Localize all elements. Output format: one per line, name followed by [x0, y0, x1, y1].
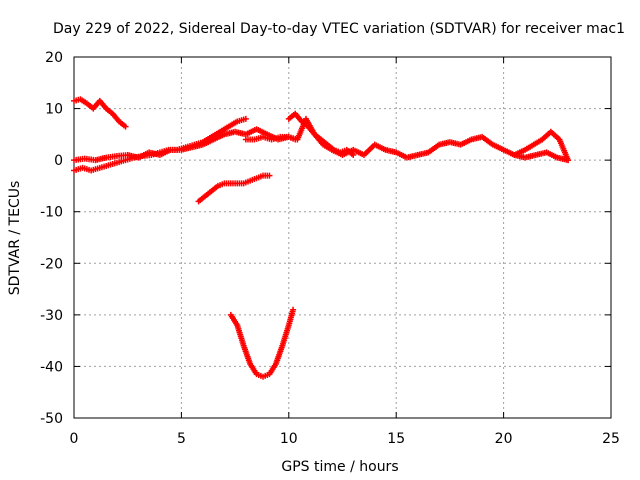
y-tick-label: 20 — [45, 50, 63, 66]
series-track-8 — [511, 128, 572, 164]
series-track-7 — [227, 306, 297, 380]
data-point — [350, 151, 357, 158]
x-tick-label: 5 — [177, 431, 186, 447]
plot-frame — [73, 56, 612, 419]
x-tick-label: 25 — [602, 431, 620, 447]
data-point — [266, 172, 273, 179]
x-tick-label: 20 — [495, 431, 513, 447]
series-track-3 — [71, 115, 249, 174]
y-tick-label: 0 — [54, 153, 63, 169]
y-tick-label: -40 — [40, 359, 63, 375]
series-track-1 — [71, 96, 129, 130]
x-tick-label: 15 — [387, 431, 405, 447]
y-axis-label: SDTVAR / TECUs — [7, 181, 23, 296]
x-tick-label: 10 — [280, 431, 298, 447]
series-track-6 — [195, 172, 273, 205]
data-point — [565, 157, 572, 164]
series-track-5 — [285, 110, 357, 158]
x-axis-label: GPS time / hours — [281, 459, 398, 475]
y-tick-label: 10 — [45, 102, 63, 118]
y-tick-label: -20 — [40, 256, 63, 272]
data-point — [242, 115, 249, 122]
y-tick-label: -50 — [40, 411, 63, 427]
data-marks — [71, 96, 572, 380]
data-point — [122, 123, 129, 130]
tick-labels: 0 5 10 15 20 25 -50 -40 -30 -20 -10 0 10 20 — [40, 50, 620, 447]
grid — [74, 57, 611, 418]
data-point — [290, 306, 297, 313]
x-tick-label: 0 — [70, 431, 79, 447]
data-point — [292, 136, 299, 143]
y-tick-label: -10 — [40, 205, 63, 221]
series-track-4 — [242, 133, 299, 143]
chart-title: Day 229 of 2022, Sidereal Day-to-day VTE… — [53, 21, 625, 37]
y-tick-label: -30 — [40, 308, 63, 324]
axis-ticks — [73, 56, 612, 419]
